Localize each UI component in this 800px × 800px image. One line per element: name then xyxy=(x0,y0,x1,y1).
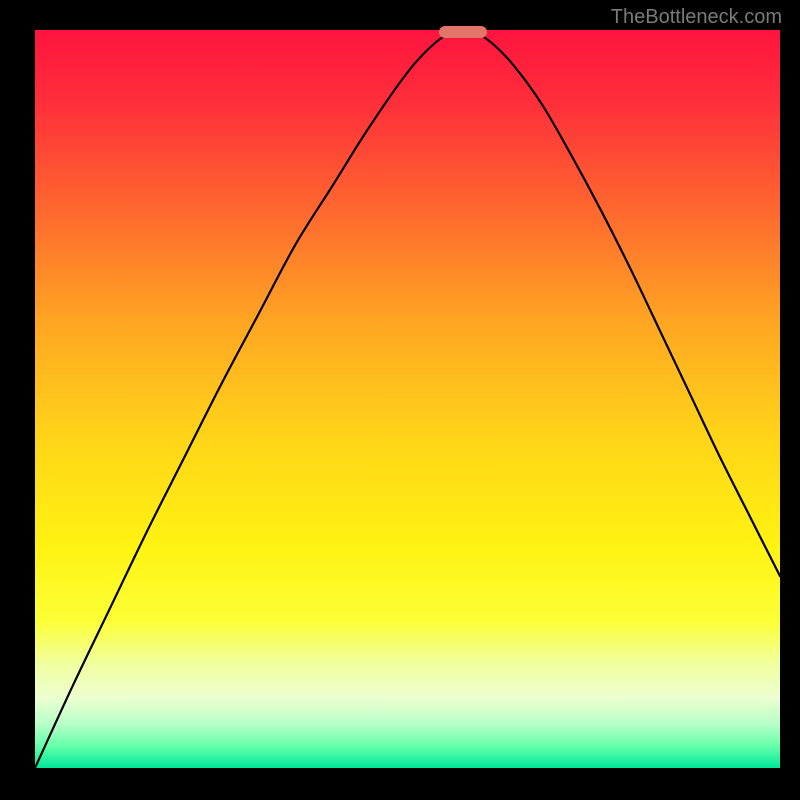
optimal-marker xyxy=(439,26,487,38)
plot-area xyxy=(35,30,780,768)
watermark-text: TheBottleneck.com xyxy=(611,6,782,29)
bottleneck-curve xyxy=(35,30,780,768)
